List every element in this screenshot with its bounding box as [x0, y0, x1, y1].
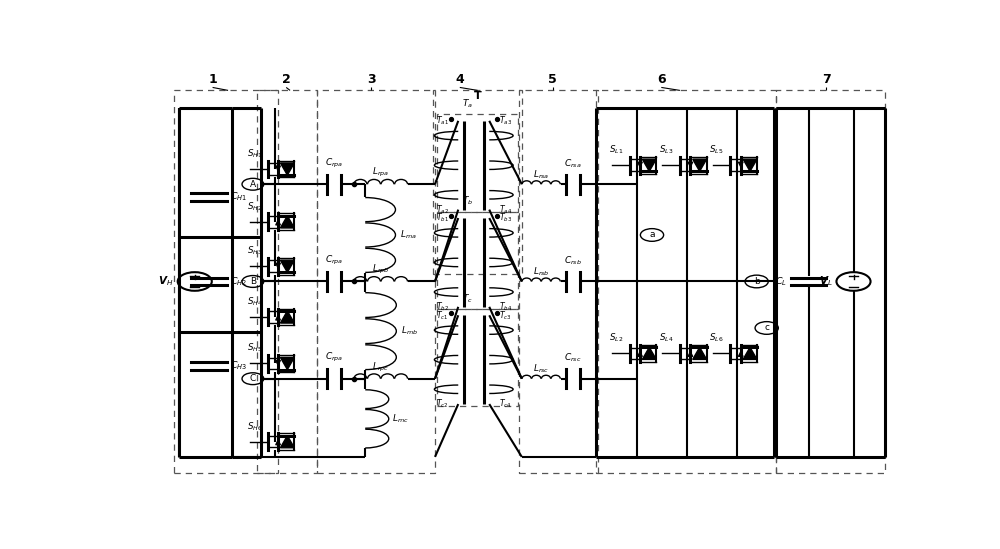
Text: 1: 1 — [208, 74, 217, 86]
Text: S$_{L1}$: S$_{L1}$ — [609, 144, 623, 156]
Text: T: T — [474, 91, 482, 102]
Text: S$_{L3}$: S$_{L3}$ — [659, 144, 673, 156]
Polygon shape — [280, 260, 294, 272]
Bar — [174, 91, 278, 473]
Text: L$_{rsb}$: L$_{rsb}$ — [533, 265, 550, 278]
Text: C$_{rsc}$: C$_{rsc}$ — [564, 352, 582, 365]
Text: S$_{H5}$: S$_{H5}$ — [247, 342, 262, 354]
Text: S$_{L5}$: S$_{L5}$ — [709, 144, 724, 156]
Text: V$_H$: V$_H$ — [158, 274, 174, 288]
Text: 2: 2 — [282, 74, 291, 86]
Polygon shape — [693, 159, 707, 171]
Text: S$_{H1}$: S$_{H1}$ — [247, 147, 262, 160]
Polygon shape — [280, 435, 294, 448]
Bar — [433, 91, 522, 274]
Polygon shape — [642, 348, 656, 360]
Text: T$_{b2}$: T$_{b2}$ — [436, 301, 449, 313]
Text: S$_{L4}$: S$_{L4}$ — [659, 332, 673, 344]
Text: T$_b$: T$_b$ — [462, 195, 473, 208]
Text: L$_{rsa}$: L$_{rsa}$ — [533, 168, 549, 181]
Bar — [519, 91, 598, 473]
Bar — [437, 212, 518, 309]
Text: L$_{rsc}$: L$_{rsc}$ — [533, 362, 549, 375]
Text: c: c — [764, 323, 769, 333]
Text: b: b — [754, 277, 760, 286]
Polygon shape — [280, 311, 294, 323]
Polygon shape — [280, 163, 294, 175]
Text: 5: 5 — [548, 74, 557, 86]
Bar — [257, 91, 317, 473]
Text: C$_{rpa}$: C$_{rpa}$ — [325, 351, 343, 365]
Text: T$_{c4}$: T$_{c4}$ — [499, 398, 511, 410]
Text: C$_{H1}$: C$_{H1}$ — [230, 191, 248, 203]
Bar — [437, 309, 518, 406]
Polygon shape — [743, 159, 757, 171]
Polygon shape — [743, 348, 757, 360]
Text: A: A — [250, 180, 256, 189]
Text: T$_c$: T$_c$ — [462, 292, 473, 305]
Text: L$_{rpa}$: L$_{rpa}$ — [372, 166, 389, 179]
Text: T$_{c3}$: T$_{c3}$ — [499, 309, 511, 322]
Text: T$_{b3}$: T$_{b3}$ — [499, 212, 512, 225]
Bar — [776, 91, 885, 473]
Text: S$_{H4}$: S$_{H4}$ — [247, 295, 262, 308]
Text: S$_{H2}$: S$_{H2}$ — [247, 200, 262, 212]
Text: L$_{rpb}$: L$_{rpb}$ — [372, 263, 389, 276]
Text: S$_{L2}$: S$_{L2}$ — [609, 332, 623, 344]
Text: C$_{rsb}$: C$_{rsb}$ — [564, 255, 582, 267]
Text: T$_{a4}$: T$_{a4}$ — [499, 203, 512, 216]
Text: C$_{rsa}$: C$_{rsa}$ — [564, 158, 582, 170]
Text: T$_{c1}$: T$_{c1}$ — [436, 309, 449, 322]
Text: T$_a$: T$_a$ — [462, 98, 473, 110]
Text: C$_{rpa}$: C$_{rpa}$ — [325, 254, 343, 267]
Text: L$_{ma}$: L$_{ma}$ — [400, 229, 417, 241]
Text: T$_{a1}$: T$_{a1}$ — [436, 115, 449, 127]
Bar — [437, 115, 518, 212]
Text: 7: 7 — [822, 74, 831, 86]
Text: T$_{a2}$: T$_{a2}$ — [436, 203, 449, 216]
Text: L$_{mc}$: L$_{mc}$ — [392, 413, 409, 425]
Text: V$_L$: V$_L$ — [819, 274, 833, 288]
Text: C: C — [250, 374, 256, 383]
Text: L$_{rpc}$: L$_{rpc}$ — [372, 361, 389, 373]
Text: 4: 4 — [455, 74, 464, 86]
Text: C$_{H3}$: C$_{H3}$ — [230, 360, 248, 372]
Text: T$_{b4}$: T$_{b4}$ — [499, 301, 512, 313]
Text: 6: 6 — [657, 74, 666, 86]
Polygon shape — [642, 159, 656, 171]
Bar — [596, 91, 776, 473]
Bar — [317, 91, 435, 473]
Text: S$_{L6}$: S$_{L6}$ — [709, 332, 724, 344]
Text: C$_L$: C$_L$ — [775, 275, 787, 288]
Text: S$_{H6}$: S$_{H6}$ — [247, 420, 262, 433]
Text: T$_{b1}$: T$_{b1}$ — [436, 212, 449, 225]
Text: L$_{mb}$: L$_{mb}$ — [401, 325, 418, 338]
Text: C$_{H2}$: C$_{H2}$ — [230, 275, 248, 288]
Text: S$_{H3}$: S$_{H3}$ — [247, 245, 262, 257]
Polygon shape — [693, 348, 707, 360]
Text: C$_{rpa}$: C$_{rpa}$ — [325, 157, 343, 170]
Text: a: a — [649, 231, 655, 239]
Text: B: B — [250, 277, 256, 286]
Polygon shape — [280, 216, 294, 228]
Text: T$_{c2}$: T$_{c2}$ — [436, 398, 449, 410]
Text: 3: 3 — [367, 74, 376, 86]
Text: T$_{a3}$: T$_{a3}$ — [499, 115, 512, 127]
Polygon shape — [280, 357, 294, 369]
